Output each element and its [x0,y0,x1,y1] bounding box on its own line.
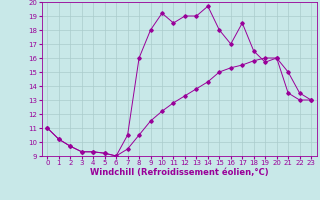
X-axis label: Windchill (Refroidissement éolien,°C): Windchill (Refroidissement éolien,°C) [90,168,268,177]
